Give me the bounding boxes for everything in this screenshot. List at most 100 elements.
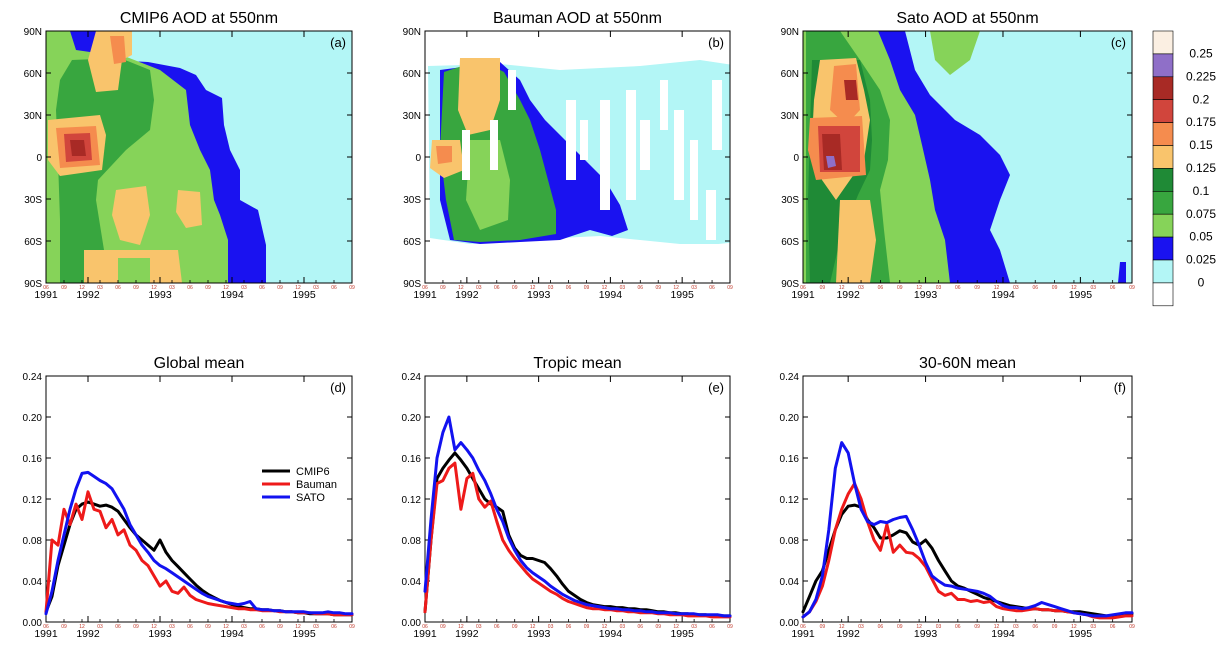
y-tick-label-a: 30S (24, 195, 42, 206)
x-month-label-d: 06 (43, 624, 49, 630)
x-month-label-b: 09 (512, 285, 518, 291)
x-month-label-f: 03 (936, 624, 942, 630)
x-month-label-a: 12 (79, 285, 85, 291)
colorbar-label: 0.15 (1189, 138, 1213, 152)
x-year-label-c: 1993 (914, 289, 938, 301)
x-month-label-f: 09 (897, 624, 903, 630)
x-month-label-a: 09 (205, 285, 211, 291)
x-month-label-b: 03 (620, 285, 626, 291)
x-year-label-f: 1993 (914, 628, 938, 640)
x-month-label-b: 06 (422, 285, 428, 291)
x-month-label-f: 06 (1110, 624, 1116, 630)
x-year-label-c: 1995 (1069, 289, 1093, 301)
colorbar-cell-8 (1152, 213, 1174, 238)
x-month-label-d: 09 (277, 624, 283, 630)
y-tick-label-c: 90N (781, 27, 799, 38)
colorbar-label: 0.175 (1186, 115, 1216, 129)
x-month-label-c: 12 (1071, 285, 1077, 291)
x-month-label-e: 09 (512, 624, 518, 630)
x-month-label-b: 09 (440, 285, 446, 291)
x-month-label-a: 12 (151, 285, 157, 291)
panel-label-c: (c) (1111, 35, 1126, 50)
x-year-label-a: 1995 (292, 289, 316, 301)
x-year-label-b: 1992 (455, 289, 479, 301)
x-month-label-c: 06 (955, 285, 961, 291)
x-year-label-e: 1995 (670, 628, 694, 640)
x-month-label-d: 06 (187, 624, 193, 630)
panel-label-d: (d) (330, 380, 346, 395)
x-month-label-c: 09 (820, 285, 826, 291)
panel-label-e: (e) (708, 380, 724, 395)
x-month-label-f: 12 (839, 624, 845, 630)
x-month-label-c: 06 (878, 285, 884, 291)
x-month-label-b: 03 (476, 285, 482, 291)
x-month-label-a: 06 (259, 285, 265, 291)
colorbar-cell-2 (1152, 76, 1174, 101)
panel-b (424, 30, 731, 284)
panel-title-c: Sato AOD at 550nm (896, 10, 1038, 27)
x-month-label-a: 09 (349, 285, 355, 291)
y-tick-label-f: 0.00 (780, 618, 800, 629)
y-tick-label-f: 0.08 (780, 536, 800, 547)
y-tick-label-c: 30N (781, 111, 799, 122)
y-tick-label-e: 0.00 (402, 618, 422, 629)
x-month-label-a: 06 (115, 285, 121, 291)
colorbar-label: 0.075 (1186, 207, 1216, 221)
x-month-label-c: 03 (1091, 285, 1097, 291)
y-tick-label-e: 0.04 (402, 577, 422, 588)
legend-label-bauman: Bauman (296, 479, 337, 491)
y-tick-label-e: 0.16 (402, 454, 422, 465)
y-tick-label-f: 0.20 (780, 413, 800, 424)
panel-title-e: Tropic mean (533, 355, 621, 372)
x-year-label-a: 1992 (76, 289, 100, 301)
x-month-label-f: 06 (1032, 624, 1038, 630)
x-month-label-c: 03 (936, 285, 942, 291)
y-tick-label-d: 0.12 (23, 495, 43, 506)
x-month-label-c: 06 (800, 285, 806, 291)
colorbar: 0.25 0.225 0.2 0.175 0.15 0.125 0.1 0.075 0.05 0.… (1152, 30, 1216, 307)
colorbar-cell-10 (1152, 259, 1174, 284)
x-year-label-d: 1992 (76, 628, 100, 640)
panel-a (45, 30, 353, 284)
colorbar-label: 0.1 (1193, 184, 1210, 198)
panel-title-b: Bauman AOD at 550nm (493, 10, 662, 27)
x-month-label-f: 12 (916, 624, 922, 630)
x-month-label-d: 06 (331, 624, 337, 630)
x-month-label-e: 12 (458, 624, 464, 630)
colorbar-cell-3 (1152, 99, 1174, 123)
x-month-label-e: 03 (548, 624, 554, 630)
x-month-label-c: 09 (897, 285, 903, 291)
x-year-label-b: 1993 (527, 289, 551, 301)
x-month-label-a: 09 (61, 285, 67, 291)
x-year-label-c: 1991 (791, 289, 815, 301)
colorbar-cell-7 (1152, 191, 1174, 215)
colorbar-cell-11 (1152, 282, 1174, 307)
x-month-label-d: 12 (151, 624, 157, 630)
x-month-label-d: 03 (169, 624, 175, 630)
y-tick-label-a: 0 (36, 153, 42, 164)
x-month-label-a: 06 (43, 285, 49, 291)
panel-title-f: 30-60N mean (919, 355, 1016, 372)
x-year-label-a: 1991 (34, 289, 58, 301)
x-month-label-c: 03 (1013, 285, 1019, 291)
y-tick-label-d: 0.16 (23, 454, 43, 465)
x-month-label-c: 06 (1110, 285, 1116, 291)
series-line-d-sato (44, 470, 354, 616)
colorbar-label: 0.225 (1186, 69, 1216, 83)
x-month-label-e: 06 (709, 624, 715, 630)
x-year-label-e: 1991 (413, 628, 437, 640)
x-month-label-a: 12 (295, 285, 301, 291)
colorbar-cell-0 (1152, 30, 1174, 55)
x-month-label-b: 12 (673, 285, 679, 291)
x-year-label-b: 1994 (599, 289, 623, 301)
x-month-label-b: 06 (566, 285, 572, 291)
y-tick-label-b: 60S (403, 237, 421, 248)
x-month-label-f: 09 (1052, 624, 1058, 630)
x-month-label-e: 12 (602, 624, 608, 630)
x-month-label-e: 03 (620, 624, 626, 630)
series-line-f-sato (801, 441, 1134, 619)
x-month-label-d: 06 (115, 624, 121, 630)
x-year-label-e: 1993 (527, 628, 551, 640)
x-month-label-b: 03 (548, 285, 554, 291)
